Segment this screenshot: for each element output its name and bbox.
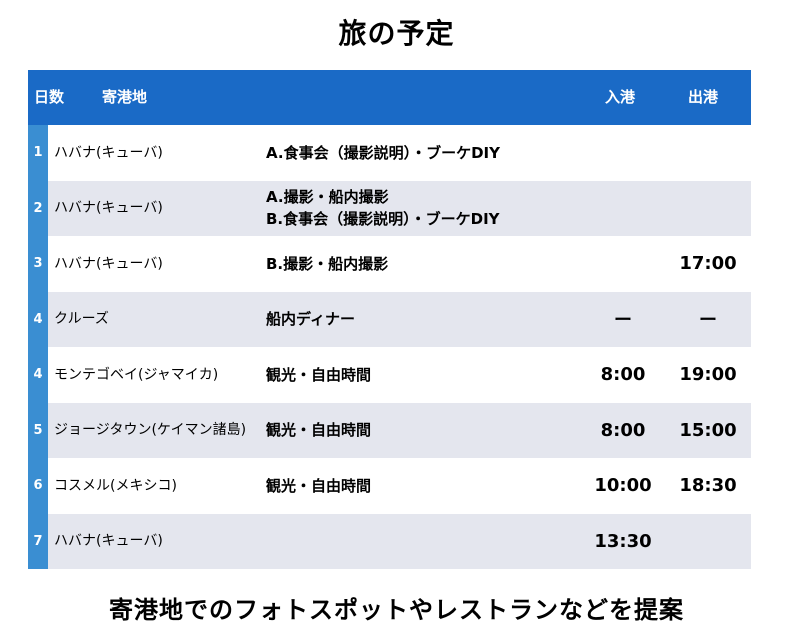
departure-cell (668, 514, 748, 570)
departure-cell (668, 181, 748, 237)
table-row: 3 ハバナ(キューバ) B.撮影・船内撮影 17:00 (28, 236, 751, 292)
arrival-cell (583, 125, 663, 181)
activity-line: A.食事会（撮影説明）・ブーケDIY (266, 143, 500, 162)
arrival-cell: 8:00 (600, 364, 646, 386)
day-cell: 3 (28, 236, 48, 292)
arrival-cell: 10:00 (594, 475, 652, 497)
port-cell: ジョージタウン(ケイマン諸島) (54, 422, 247, 439)
header-arrival: 入港 (605, 88, 636, 106)
arrival-cell: 8:00 (600, 419, 646, 441)
day-cell: 1 (28, 125, 48, 181)
footer-caption: 寄港地でのフォトスポットやレストランなどを提案 (109, 596, 684, 624)
activity-line: B.食事会（撮影説明）・ブーケDIY (266, 210, 500, 229)
header-day: 日数 (34, 88, 65, 106)
activity-line: 観光・自由時間 (266, 365, 372, 384)
header-departure: 出港 (688, 88, 719, 106)
activity-line: 観光・自由時間 (266, 421, 372, 440)
table-row: 1 ハバナ(キューバ) A.食事会（撮影説明）・ブーケDIY (28, 125, 751, 181)
port-cell: ハバナ(キューバ) (54, 255, 163, 272)
activity-line: 船内ディナー (266, 310, 355, 329)
arrival-cell: ー (614, 310, 632, 332)
table-header: 日数 寄港地 入港 出港 (28, 70, 751, 125)
port-cell: ハバナ(キューバ) (54, 144, 163, 161)
table-row: 6 コスメル(メキシコ) 観光・自由時間 10:00 18:30 (28, 458, 751, 514)
arrival-cell: 13:30 (594, 530, 652, 552)
port-cell: ハバナ(キューバ) (54, 533, 163, 550)
day-cell: 7 (28, 513, 48, 569)
header-port: 寄港地 (102, 88, 148, 106)
activity-cell: 船内ディナー (266, 292, 586, 348)
table-row: 5 ジョージタウン(ケイマン諸島) 観光・自由時間 8:00 15:00 (28, 402, 751, 459)
departure-cell: 19:00 (679, 364, 737, 386)
departure-cell: 18:30 (679, 475, 737, 497)
day-cell: 4 (28, 347, 48, 403)
departure-cell: 17:00 (679, 253, 737, 275)
table-row: 2 ハバナ(キューバ) A.撮影・船内撮影 B.食事会（撮影説明）・ブーケDIY (28, 180, 751, 237)
port-cell: ハバナ(キューバ) (54, 200, 163, 217)
departure-cell (668, 125, 748, 181)
activity-cell: A.撮影・船内撮影 B.食事会（撮影説明）・ブーケDIY (266, 181, 586, 237)
day-cell: 6 (28, 458, 48, 514)
activity-line: B.撮影・船内撮影 (266, 254, 389, 273)
schedule-table: 日数 寄港地 入港 出港 1 ハバナ(キューバ) A.食事会（撮影説明）・ブーケ… (28, 70, 751, 569)
arrival-cell (583, 181, 663, 237)
day-cell: 4 (28, 291, 48, 347)
activity-cell: 観光・自由時間 (266, 403, 586, 459)
departure-cell: ー (699, 310, 717, 332)
day-cell: 2 (28, 180, 48, 236)
activity-cell (266, 514, 586, 570)
departure-cell: 15:00 (679, 419, 737, 441)
page-title: 旅の予定 (338, 17, 455, 50)
table-row: 4 クルーズ 船内ディナー ー ー (28, 291, 751, 348)
table-row: 7 ハバナ(キューバ) 13:30 (28, 513, 751, 570)
table-row: 4 モンテゴベイ(ジャマイカ) 観光・自由時間 8:00 19:00 (28, 347, 751, 403)
activity-cell: B.撮影・船内撮影 (266, 236, 586, 292)
port-cell: クルーズ (54, 311, 109, 328)
activity-line: A.撮影・船内撮影 (266, 188, 389, 207)
port-cell: コスメル(メキシコ) (54, 477, 177, 494)
activity-cell: 観光・自由時間 (266, 347, 586, 403)
day-cell: 5 (28, 402, 48, 458)
arrival-cell (583, 236, 663, 292)
activity-line: 観光・自由時間 (266, 476, 372, 495)
port-cell: モンテゴベイ(ジャマイカ) (54, 366, 219, 383)
activity-cell: A.食事会（撮影説明）・ブーケDIY (266, 125, 586, 181)
activity-cell: 観光・自由時間 (266, 458, 586, 514)
